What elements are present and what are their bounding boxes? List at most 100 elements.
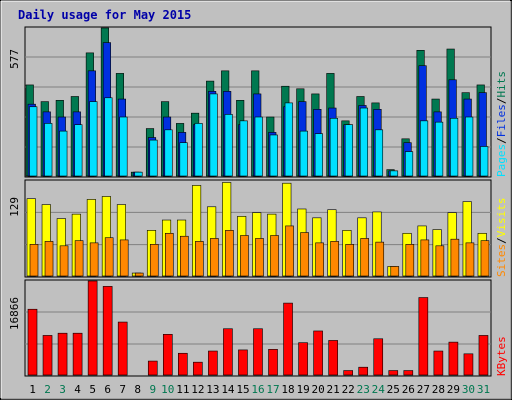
legend-visits: Visits — [495, 198, 508, 238]
bar-sites-day-14 — [225, 230, 234, 277]
day-label-20: 20 — [312, 383, 325, 396]
bar-pages-day-18 — [284, 102, 293, 177]
day-label-14: 14 — [221, 383, 235, 396]
bar-kbytes-day-12 — [193, 361, 203, 376]
bar-pages-day-7 — [119, 116, 128, 177]
bar-sites-day-30 — [465, 242, 475, 277]
bar-pages-day-19 — [299, 130, 308, 177]
chart-panels: 577Pages/Files/Hits129Sites/Visits16866K… — [8, 26, 508, 377]
bar-sites-day-20 — [315, 242, 324, 277]
bar-sites-day-5 — [89, 242, 99, 277]
day-label-27: 27 — [417, 383, 430, 396]
bar-kbytes-day-31 — [478, 335, 489, 376]
bar-pages-day-29 — [450, 117, 459, 177]
bar-kbytes-day-28 — [433, 350, 444, 376]
bar-pages-day-26 — [405, 151, 414, 177]
day-label-6: 6 — [104, 383, 111, 396]
bar-pages-day-17 — [269, 134, 278, 177]
panel-bottom: 16866 KBytes — [8, 279, 508, 377]
bar-pages-day-31 — [480, 146, 489, 177]
panel-scale-label: 129 — [8, 197, 21, 217]
bar-sites-day-8 — [134, 272, 144, 277]
bar-sites-day-16 — [255, 238, 264, 277]
bar-pages-day-30 — [465, 116, 474, 177]
day-label-21: 21 — [327, 383, 340, 396]
bar-sites-day-12 — [195, 241, 204, 277]
bar-pages-day-20 — [314, 133, 323, 177]
legend-separator: / — [495, 98, 508, 105]
bar-pages-day-23 — [359, 107, 369, 177]
day-label-24: 24 — [372, 383, 386, 396]
bar-pages-day-27 — [420, 120, 429, 177]
bar-kbytes-day-2 — [42, 335, 53, 376]
bar-kbytes-day-20 — [313, 330, 323, 376]
bar-sites-day-25 — [390, 266, 400, 277]
legend-separator: / — [495, 137, 508, 144]
bar-kbytes-day-14 — [223, 328, 233, 376]
bar-kbytes-day-30 — [463, 353, 474, 376]
panel-legend: Pages/Files/Hits — [495, 71, 508, 177]
day-label-9: 9 — [149, 383, 156, 396]
bar-kbytes-day-26 — [403, 370, 414, 376]
bar-kbytes-day-27 — [418, 297, 429, 376]
bar-pages-day-12 — [194, 123, 203, 177]
bar-sites-day-9 — [149, 244, 159, 277]
bar-kbytes-day-5 — [87, 280, 98, 376]
day-label-31: 31 — [477, 383, 490, 396]
bar-kbytes-day-25 — [388, 370, 399, 376]
bar-kbytes-day-21 — [328, 340, 338, 376]
bar-sites-day-28 — [435, 245, 445, 277]
panel-legend: KBytes — [495, 336, 508, 376]
day-label-4: 4 — [74, 383, 81, 396]
bar-kbytes-day-24 — [373, 338, 384, 376]
panel-scale-label: 577 — [8, 49, 21, 69]
bar-pages-day-22 — [344, 124, 353, 177]
bar-sites-day-3 — [59, 245, 69, 277]
day-label-5: 5 — [89, 383, 96, 396]
panel-middle: 129 Sites/Visits — [8, 179, 508, 278]
bar-kbytes-day-6 — [102, 286, 113, 376]
day-labels: 1 2 3 4 5 6 7 8 9 10 11 12 13 14 15 16 17 18 19 20 21 22 23 24 2… — [29, 383, 490, 396]
day-label-26: 26 — [402, 383, 415, 396]
day-label-23: 23 — [357, 383, 370, 396]
bar-pages-day-2 — [44, 123, 53, 177]
bar-sites-day-11 — [180, 235, 189, 277]
legend-kbytes: KBytes — [495, 336, 508, 376]
bar-kbytes-day-17 — [268, 349, 278, 376]
day-label-17: 17 — [266, 383, 279, 396]
day-label-15: 15 — [236, 383, 249, 396]
chart-title: Daily usage for May 2015 — [18, 8, 191, 22]
bar-pages-day-13 — [209, 93, 218, 177]
day-label-13: 13 — [206, 383, 219, 396]
legend-hits: Hits — [495, 71, 508, 98]
bar-sites-day-21 — [330, 241, 339, 277]
bar-pages-day-3 — [59, 130, 68, 177]
bar-kbytes-day-7 — [117, 321, 128, 376]
bar-kbytes-day-3 — [57, 332, 68, 376]
day-label-11: 11 — [176, 383, 189, 396]
bar-kbytes-day-22 — [343, 370, 353, 376]
bar-kbytes-day-11 — [178, 352, 188, 376]
day-label-25: 25 — [387, 383, 400, 396]
panel-legend: Sites/Visits — [495, 198, 508, 278]
bar-sites-day-23 — [360, 238, 370, 277]
day-label-7: 7 — [119, 383, 126, 396]
bar-sites-day-15 — [240, 235, 249, 277]
legend-pages: Pages — [495, 144, 508, 177]
day-label-29: 29 — [447, 383, 460, 396]
bar-kbytes-day-4 — [72, 332, 83, 376]
panel-scale-label: 16866 — [8, 297, 21, 330]
day-label-2: 2 — [44, 383, 51, 396]
day-label-18: 18 — [281, 383, 294, 396]
legend-files: Files — [495, 104, 508, 137]
bar-sites-day-4 — [74, 240, 84, 277]
bar-kbytes-day-19 — [298, 342, 308, 376]
bar-pages-day-24 — [374, 129, 384, 177]
bar-kbytes-day-13 — [208, 350, 218, 376]
bar-sites-day-29 — [450, 238, 460, 277]
day-label-10: 10 — [161, 383, 174, 396]
bar-sites-day-17 — [270, 235, 279, 277]
bar-pages-day-14 — [224, 114, 233, 177]
